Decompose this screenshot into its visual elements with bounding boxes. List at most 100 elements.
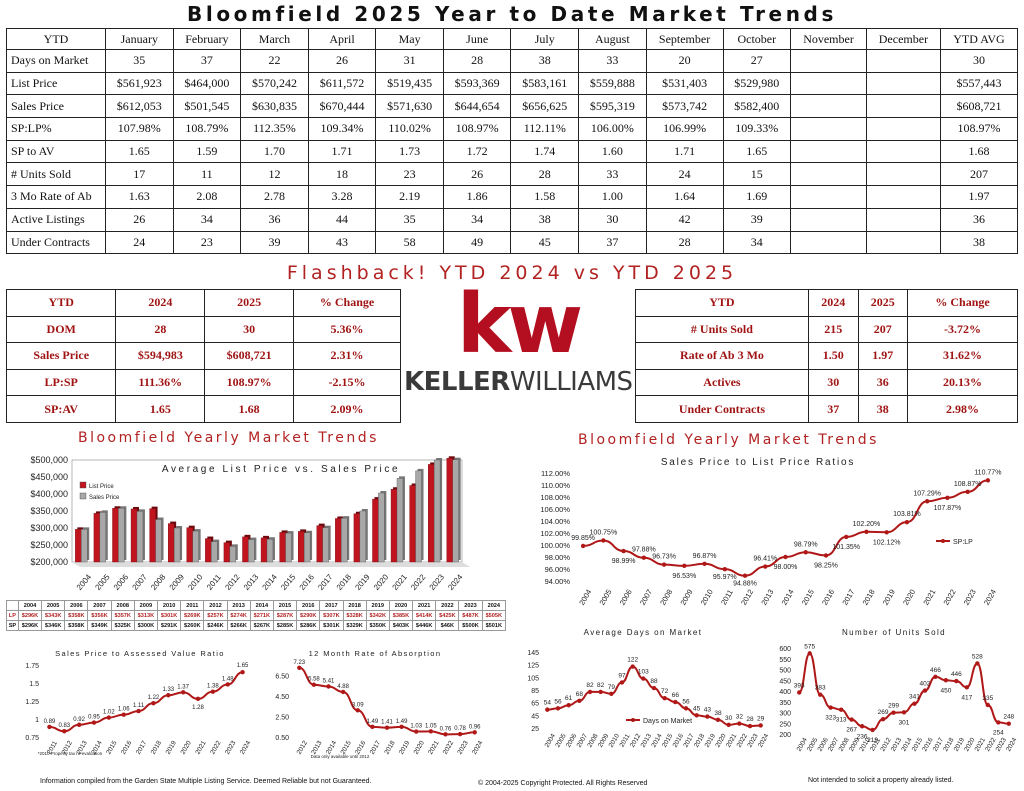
x-tick-label: 2017: [316, 572, 335, 592]
x-tick-label: 2014: [261, 572, 280, 592]
data-label: 0.92: [73, 717, 85, 723]
y-tick-label: 104.00%: [540, 517, 570, 526]
bar: [242, 536, 249, 563]
price-cell: $358K: [64, 610, 89, 621]
compare-row: DOM 28 30 5.36%: [5, 315, 401, 344]
bar: [112, 508, 119, 563]
price-cell: $358K: [64, 620, 89, 631]
price-cell: $328K: [342, 610, 367, 621]
price-cell: 2024: [481, 600, 507, 611]
month-header: YTD AVG: [939, 28, 1019, 50]
table-cell: $519,435: [375, 71, 444, 96]
price-cell: $403K: [388, 620, 414, 631]
x-tick-label: 2020: [180, 739, 193, 755]
price-cell: $260K: [180, 620, 205, 631]
y-tick-label: 500: [779, 668, 791, 675]
y-tick-label: $400,000: [30, 489, 68, 499]
price-cell: 2016: [296, 600, 321, 611]
y-tick-label: 6.50: [275, 673, 289, 680]
table-cell: $570,242: [240, 71, 309, 96]
compare-row: LP:SP 111.36% 108.97% -2.15%: [5, 368, 401, 397]
table-cell: $630,835: [240, 94, 309, 119]
table-cell: [790, 185, 867, 209]
chart-title: 12 Month Rate of Absorption: [309, 649, 442, 658]
x-tick-label: 2012: [296, 739, 309, 755]
table-cell: $531,403: [645, 71, 724, 96]
price-cell: $446K: [412, 620, 437, 631]
bar: [75, 529, 82, 563]
data-label: 248: [1003, 714, 1014, 721]
price-cell: 2004: [17, 600, 43, 611]
flashback-right-table: YTD 2024 2025% Change # Units Sold 215 207 -3.…: [635, 289, 1018, 423]
price-cell: 2010: [156, 600, 182, 611]
table-cell: 207: [939, 162, 1019, 187]
table-cell: 109.34%: [307, 117, 377, 141]
month-header: July: [510, 28, 580, 50]
table-cell: $644,654: [442, 94, 512, 119]
bar: [155, 519, 162, 563]
compare-cell: 1.50: [807, 342, 859, 370]
data-point: [828, 705, 833, 710]
month-header: August: [578, 28, 647, 50]
y-tick-label: 110.00%: [541, 481, 570, 490]
legend-swatch: [79, 481, 87, 489]
table-cell: [865, 162, 941, 187]
data-point: [384, 725, 390, 730]
bar: [322, 527, 329, 563]
data-label: 1.49: [396, 719, 408, 725]
data-label: 97.88%: [632, 547, 656, 554]
table-row: # Units Sold 17 11 12 18 23 26 28 33 24 15 207: [6, 162, 1019, 187]
price-cell: 2018: [342, 600, 367, 611]
table-cell: 1.71: [645, 139, 724, 164]
y-tick-label: 450: [779, 678, 791, 685]
data-point: [904, 519, 910, 525]
bar: [359, 510, 367, 563]
data-label: 1.65: [237, 663, 249, 669]
x-tick-label: 2005: [597, 588, 613, 607]
price-cell: $487K: [458, 610, 483, 621]
data-point: [705, 714, 710, 719]
data-label: 110.77%: [974, 469, 1001, 476]
x-tick-label: 2019: [165, 739, 178, 755]
legend-label: Days on Market: [643, 718, 692, 725]
data-point: [326, 684, 331, 689]
y-tick-label: 96.00%: [545, 565, 571, 574]
compare-row: # Units Sold 215 207 -3.72%: [635, 315, 1018, 344]
month-header: May: [375, 28, 444, 50]
data-label: 402: [920, 681, 931, 688]
compare-cell: -2.15%: [293, 368, 401, 397]
table-cell: 35: [105, 49, 174, 73]
data-label: 72: [661, 688, 669, 695]
data-point: [702, 561, 707, 566]
price-cell: 2007: [87, 600, 112, 611]
data-label: 5.58: [308, 677, 320, 683]
data-point: [240, 670, 245, 675]
bar: [316, 525, 323, 563]
data-label: 98.25%: [814, 563, 838, 570]
compare-header: YTD: [635, 289, 809, 317]
price-cell: $300K: [133, 620, 159, 631]
bar: [229, 546, 237, 563]
data-point: [580, 543, 586, 549]
svg-text:KELLERWILLIAMS®: KELLERWILLIAMS®: [404, 367, 632, 396]
y-tick-label: $200,000: [30, 557, 68, 567]
data-point: [884, 530, 889, 535]
data-point: [225, 682, 230, 687]
table-cell: 108.97%: [939, 117, 1019, 141]
data-label: 4.88: [337, 684, 349, 690]
bar: [248, 539, 255, 563]
data-label: 96.53%: [672, 573, 696, 580]
y-tick-label: 2.50: [275, 714, 289, 721]
data-point: [964, 685, 970, 690]
x-tick-label: 2010: [699, 588, 715, 607]
x-tick-label: 2014: [780, 588, 796, 607]
table-cell: 34: [172, 207, 242, 232]
data-label: 29: [757, 715, 765, 722]
price-cell: 2020: [388, 600, 414, 611]
data-point: [370, 724, 375, 730]
table-cell: [790, 139, 867, 164]
data-point: [849, 717, 854, 722]
price-cell: $286K: [296, 620, 321, 631]
y-tick-label: $250,000: [30, 540, 68, 550]
table-cell: $593,369: [442, 71, 512, 96]
